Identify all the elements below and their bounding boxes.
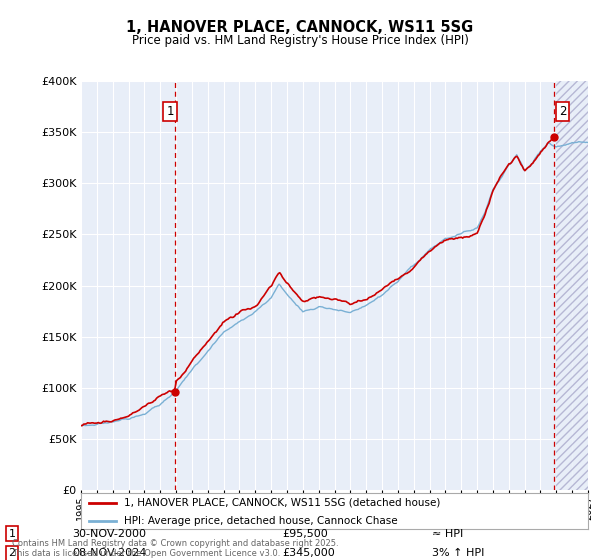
Text: 1, HANOVER PLACE, CANNOCK, WS11 5SG (detached house): 1, HANOVER PLACE, CANNOCK, WS11 5SG (det…: [124, 498, 440, 508]
Text: ≈ HPI: ≈ HPI: [432, 529, 463, 539]
Text: Contains HM Land Registry data © Crown copyright and database right 2025.
This d: Contains HM Land Registry data © Crown c…: [12, 539, 338, 558]
Text: Price paid vs. HM Land Registry's House Price Index (HPI): Price paid vs. HM Land Registry's House …: [131, 34, 469, 46]
Text: 2: 2: [8, 548, 16, 558]
Text: 1, HANOVER PLACE, CANNOCK, WS11 5SG: 1, HANOVER PLACE, CANNOCK, WS11 5SG: [127, 20, 473, 35]
Text: 1: 1: [8, 529, 16, 539]
Text: HPI: Average price, detached house, Cannock Chase: HPI: Average price, detached house, Cann…: [124, 516, 398, 526]
Text: 1: 1: [166, 105, 174, 118]
Bar: [556, 81, 588, 490]
Text: £95,500: £95,500: [282, 529, 328, 539]
Text: 08-NOV-2024: 08-NOV-2024: [72, 548, 146, 558]
Text: 2: 2: [559, 105, 566, 118]
Text: 3% ↑ HPI: 3% ↑ HPI: [432, 548, 484, 558]
Text: £345,000: £345,000: [282, 548, 335, 558]
Text: 30-NOV-2000: 30-NOV-2000: [72, 529, 146, 539]
